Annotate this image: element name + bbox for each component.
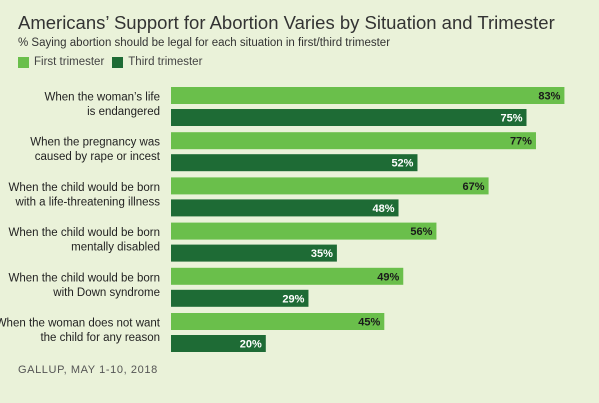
bar-third-trimester (171, 109, 527, 126)
category-label: When the child would be born with Down sy… (8, 272, 160, 299)
category-label-line: When the child would be born (8, 272, 160, 284)
bar-third-trimester (171, 289, 309, 307)
legend-item-third-trimester: Third trimester (112, 56, 202, 68)
category-label: When the child would be born with a life-… (8, 182, 160, 209)
bar-first-trimester (171, 222, 437, 240)
bar-third-trimester (171, 154, 418, 172)
bar-first-trimester (171, 267, 404, 285)
category-label: When the pregnancy was caused by rape or … (30, 137, 161, 164)
data-label-third-trimester: 29% (282, 293, 304, 305)
legend-swatch-third-trimester (112, 56, 124, 68)
category-label-line: is endangered (87, 106, 160, 118)
legend: First trimester Third trimester (18, 56, 210, 68)
bar-third-trimester (171, 199, 399, 217)
category-label: When the child would be born mentally dis… (8, 227, 160, 254)
data-label-third-trimester: 20% (240, 339, 262, 351)
bar-first-trimester (171, 313, 385, 330)
legend-item-first-trimester: First trimester (18, 56, 104, 68)
data-label-first-trimester: 83% (538, 91, 560, 103)
category-label-line: with a life-threatening illness (15, 196, 161, 208)
data-label-first-trimester: 77% (510, 136, 532, 148)
category-label-line: When the woman’s life (45, 92, 160, 104)
category-label-line: caused by rape or incest (35, 151, 161, 163)
bar-first-trimester (171, 132, 536, 150)
category-label-line: When the pregnancy was (30, 137, 160, 149)
category-label-line: with Down syndrome (52, 287, 160, 299)
chart-subtitle: % Saying abortion should be legal for ea… (18, 37, 391, 49)
category-label-line: When the child would be born (8, 182, 160, 194)
data-label-third-trimester: 48% (372, 203, 394, 215)
category-label: When the woman does not want the child fo… (0, 318, 161, 345)
category-label-line: mentally disabled (71, 242, 160, 254)
bar-third-trimester (171, 335, 266, 352)
source-note: GALLUP, MAY 1-10, 2018 (18, 364, 158, 376)
bar-first-trimester (171, 177, 489, 195)
bar-first-trimester (171, 87, 565, 104)
category-label-line: When the child would be born (8, 227, 160, 239)
data-label-third-trimester: 75% (500, 113, 522, 125)
bar-third-trimester (171, 244, 337, 262)
data-label-first-trimester: 45% (358, 317, 380, 329)
category-label-line: the child for any reason (40, 332, 160, 344)
category-label: When the woman’s life is endangered (45, 92, 160, 119)
legend-label-third-trimester: Third trimester (128, 56, 203, 68)
data-label-third-trimester: 52% (391, 158, 413, 170)
legend-swatch-first-trimester (18, 56, 29, 68)
data-label-third-trimester: 35% (311, 248, 333, 260)
chart-title: Americans’ Support for Abortion Varies b… (18, 12, 555, 33)
data-label-first-trimester: 49% (377, 271, 399, 283)
category-label-line: When the woman does not want (0, 318, 161, 330)
data-label-first-trimester: 56% (410, 226, 432, 238)
data-label-first-trimester: 67% (463, 181, 485, 193)
legend-label-first-trimester: First trimester (34, 56, 105, 68)
